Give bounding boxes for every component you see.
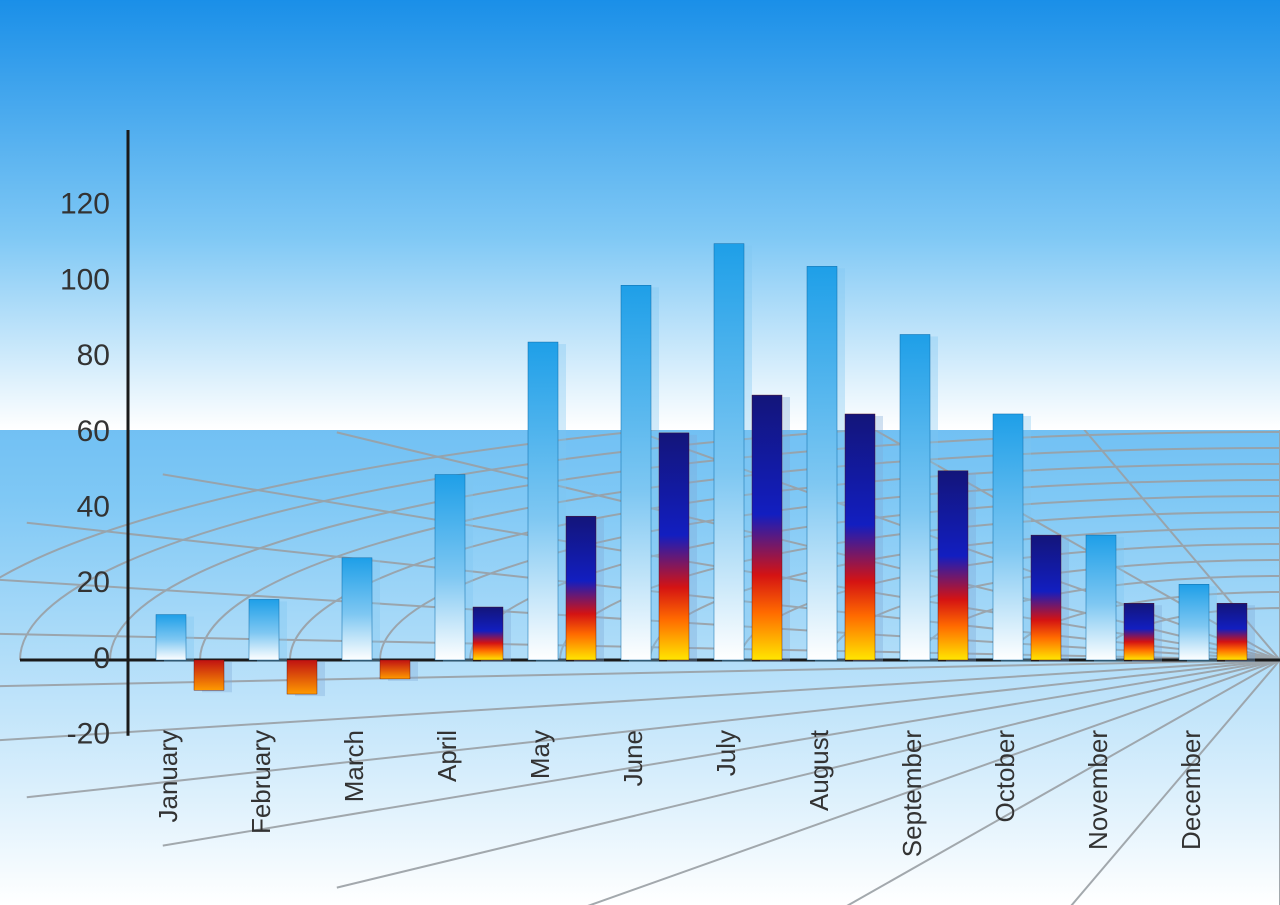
y-tick-label: -20: [67, 718, 110, 751]
bar-fire: [473, 607, 503, 660]
bar-fire: [194, 660, 224, 690]
bar-blue: [993, 414, 1023, 660]
bar-fire: [752, 395, 782, 660]
bar-fire: [1124, 603, 1154, 660]
bar-blue: [714, 244, 744, 660]
x-axis-label: September: [897, 730, 927, 858]
bar-fire: [287, 660, 317, 694]
bar-fire: [1031, 535, 1061, 660]
bar-fire: [938, 471, 968, 660]
chart-stage: -20 0 20 40 60 80 100 120 January February March A…: [0, 0, 1280, 905]
x-axis-label: August: [804, 729, 834, 811]
bar-fire: [380, 660, 410, 679]
bar-blue: [249, 599, 279, 660]
bar-blue: [435, 475, 465, 660]
x-axis-label: June: [618, 730, 648, 786]
x-axis-label: October: [990, 730, 1020, 823]
y-tick-label: 60: [77, 415, 110, 448]
y-tick-label: 100: [60, 263, 110, 296]
bar-blue: [156, 615, 186, 660]
bar-blue: [621, 285, 651, 660]
bar-blue: [342, 558, 372, 660]
x-axis-label: July: [711, 730, 741, 776]
bar-blue: [807, 266, 837, 660]
bar-blue: [1086, 535, 1116, 660]
y-tick-label: 0: [93, 642, 110, 675]
bar-fire: [566, 516, 596, 660]
x-axis-label: April: [432, 730, 462, 782]
bar-blue: [528, 342, 558, 660]
y-tick-label: 80: [77, 339, 110, 372]
y-tick-label: 20: [77, 566, 110, 599]
y-tick-label: 120: [60, 188, 110, 221]
bar-fire: [845, 414, 875, 660]
bar-fire: [1217, 603, 1247, 660]
x-axis-label: December: [1176, 730, 1206, 850]
x-axis-label: February: [246, 730, 276, 834]
x-axis-label: May: [525, 730, 555, 779]
x-axis-label: November: [1083, 730, 1113, 850]
chart-svg: -20 0 20 40 60 80 100 120 January February March A…: [0, 0, 1280, 905]
y-tick-label: 40: [77, 491, 110, 524]
bar-blue: [1179, 584, 1209, 660]
x-axis-label: January: [153, 730, 183, 823]
bar-blue: [900, 334, 930, 660]
x-axis-label: March: [339, 730, 369, 802]
bar-fire: [659, 433, 689, 660]
